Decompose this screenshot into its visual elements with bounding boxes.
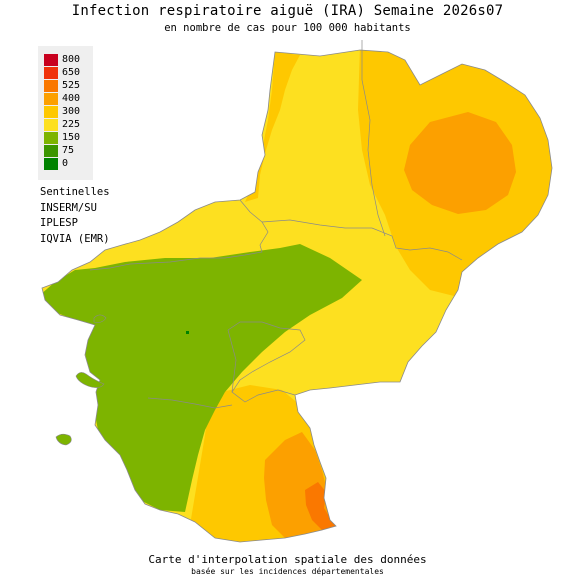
legend-label: 650 (62, 67, 81, 78)
source-list: Sentinelles INSERM/SU IPLESP IQVIA (EMR) (40, 185, 110, 247)
source-item: IPLESP (40, 217, 78, 229)
map-title: Infection respiratoire aiguë (IRA) Semai… (71, 3, 504, 19)
zone-south-dark-orange (305, 482, 336, 530)
legend-label: 0 (62, 158, 69, 169)
footer-caption: Carte d'interpolation spatiale des donné… (148, 553, 427, 566)
border-maine-et-loire (227, 321, 306, 403)
legend-swatch (44, 79, 58, 93)
legend-swatch (44, 92, 58, 106)
legend-item: 525 (44, 79, 92, 93)
zone-northeast-orange (404, 112, 516, 214)
legend-item: 300 (44, 105, 92, 119)
border-vendee (147, 397, 233, 409)
legend-swatch (44, 105, 58, 119)
zone-min-point (186, 331, 189, 334)
legend-swatch (44, 144, 58, 158)
legend-label: 150 (62, 132, 81, 143)
legend-label: 300 (62, 106, 81, 117)
region-outline (41, 49, 553, 543)
legend-label: 800 (62, 54, 81, 65)
island-noirmoutier (75, 372, 105, 388)
legend-swatch (44, 53, 58, 67)
map-subtitle: en nombre de cas pour 100 000 habitants (164, 22, 411, 34)
legend-label: 75 (62, 145, 75, 156)
legend-swatch (44, 66, 58, 80)
footer-subcaption: basée sur les incidences départementales (191, 567, 384, 576)
legend-label: 525 (62, 80, 81, 91)
island-yeu (55, 433, 72, 446)
border-mayenne-east (361, 40, 386, 237)
legend: 800 650 525 400 300 225 150 75 0 (38, 46, 93, 180)
zone-west-green (42, 244, 362, 512)
legend-item: 650 (44, 66, 92, 80)
legend-item: 400 (44, 92, 92, 106)
legend-swatch (44, 118, 58, 132)
source-item: Sentinelles (40, 186, 110, 198)
legend-item: 75 (44, 144, 92, 158)
legend-label: 225 (62, 119, 81, 130)
legend-swatch (44, 157, 58, 171)
border-mayenne-sarthe (261, 219, 463, 261)
legend-item: 225 (44, 118, 92, 132)
legend-label: 400 (62, 93, 81, 104)
legend-item: 0 (44, 157, 92, 171)
border-inner-loire (227, 329, 237, 393)
source-item: INSERM/SU (40, 201, 97, 214)
legend-item: 150 (44, 131, 92, 145)
source-item: IQVIA (EMR) (40, 232, 110, 245)
legend-swatch (44, 131, 58, 145)
island-north (93, 314, 107, 323)
legend-item: 800 (44, 53, 92, 67)
